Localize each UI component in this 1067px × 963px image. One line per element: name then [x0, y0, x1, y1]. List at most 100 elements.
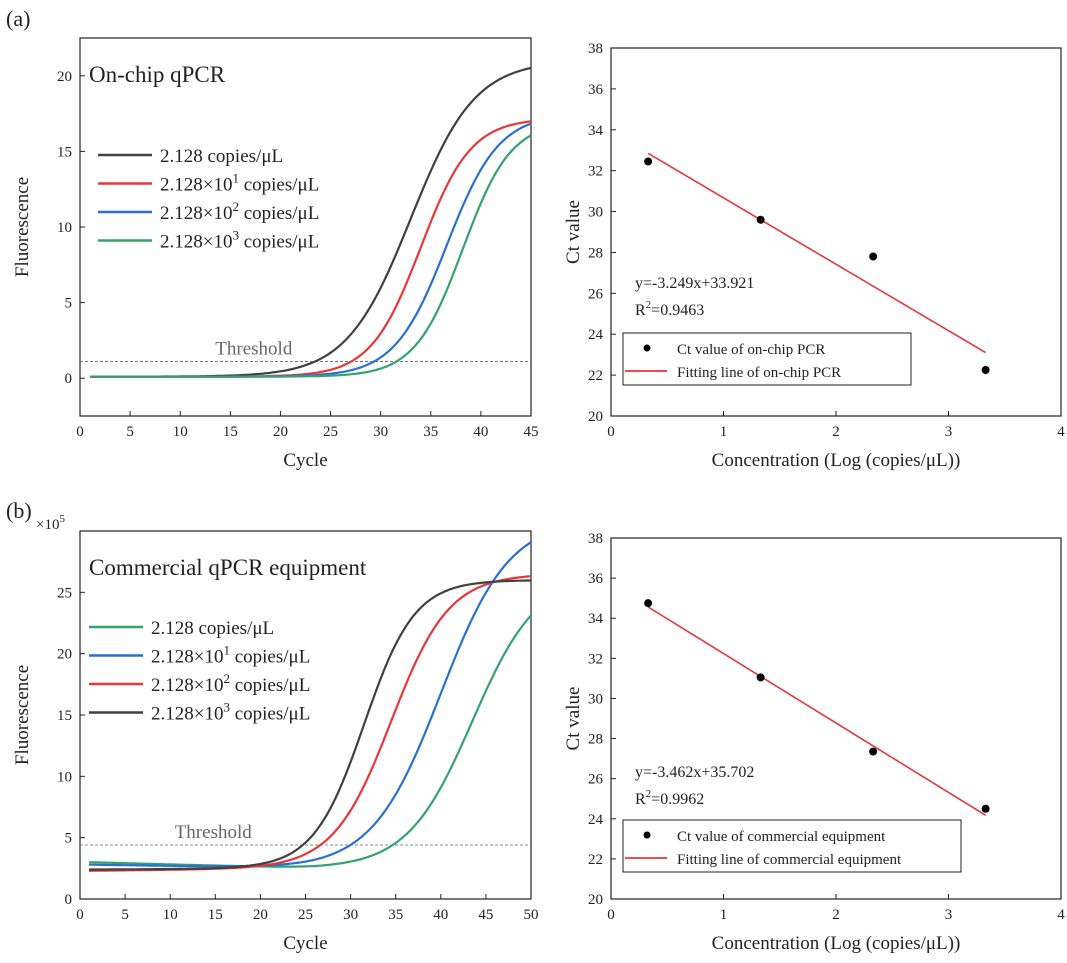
r-squared: R2=0.9962 [635, 788, 704, 808]
legend-unit: copies/μL [230, 675, 310, 696]
legend-label-3: 2.128×102 copies/μL [151, 671, 310, 696]
y-tick-label: 30 [588, 205, 603, 221]
legend-base: 2.128×10 [160, 175, 232, 196]
y-tick-label: 22 [588, 368, 603, 384]
legend-exp: 1 [223, 643, 230, 658]
chart-title: On-chip qPCR [89, 62, 226, 87]
y-tick-label: 10 [57, 769, 72, 785]
x-tick-label: 20 [253, 907, 268, 923]
r-squared-value: =0.9463 [651, 302, 704, 319]
legend-unit: copies/μL [230, 704, 310, 725]
r-squared-prefix: R [635, 791, 646, 808]
fit-line [647, 606, 987, 816]
data-point-1 [644, 157, 653, 166]
x-tick-label: 10 [163, 907, 178, 923]
x-tick-label: 30 [343, 907, 358, 923]
legend-base: 2.128×10 [160, 232, 232, 253]
x-tick-label: 2 [832, 907, 840, 923]
y-tick-label: 25 [57, 585, 72, 601]
x-tick-label: 45 [524, 424, 539, 440]
r-squared-sup: 2 [646, 299, 652, 311]
data-point-4 [981, 804, 990, 813]
y-tick-label: 5 [65, 831, 73, 847]
y-tick-label: 34 [588, 611, 604, 627]
legend-points-label: Ct value of on-chip PCR [677, 342, 825, 358]
x-tick-label: 0 [607, 424, 615, 440]
y-tick-label: 36 [588, 82, 604, 98]
y-tick-label: 24 [588, 327, 604, 343]
y-axis-label: Ct value [563, 200, 584, 264]
data-point-3 [869, 747, 878, 756]
legend-fit-label: Fitting line of on-chip PCR [677, 365, 841, 381]
y-tick-label: 36 [588, 571, 604, 587]
y-tick-label: 20 [588, 892, 603, 908]
data-point-2 [756, 215, 765, 224]
y-tick-label: 38 [588, 531, 603, 547]
x-tick-label: 35 [423, 424, 438, 440]
y-tick-label: 38 [588, 41, 603, 57]
x-tick-label: 25 [323, 424, 338, 440]
y-tick-label: 20 [588, 409, 603, 425]
r-squared-prefix: R [635, 302, 646, 319]
legend-label-4: 2.128×103 copies/μL [160, 228, 319, 253]
legend-exp: 1 [232, 171, 239, 186]
x-tick-label: 3 [945, 907, 953, 923]
legend-box [622, 332, 912, 386]
legend-base: 2.128 [160, 146, 203, 167]
threshold-label: Threshold [175, 822, 253, 843]
chart-b-left: 0 5 10 15 20 25 30 35 40 45 500510152025CycleFluor… [12, 513, 539, 954]
legend-base: 2.128×10 [151, 647, 223, 668]
x-tick-label: 4 [1057, 424, 1065, 440]
y-axis-label: Ct value [563, 687, 584, 751]
threshold-label: Threshold [215, 339, 293, 360]
legend-base: 2.128×10 [151, 704, 223, 725]
x-tick-label: 30 [373, 424, 388, 440]
series-line-2 [88, 541, 532, 868]
legend-fit-label: Fitting line of commercial equipment [677, 852, 902, 868]
series-line-4 [90, 134, 532, 378]
y-tick-label: 32 [588, 651, 603, 667]
x-tick-label: 3 [945, 424, 953, 440]
y-tick-label: 20 [57, 647, 72, 663]
legend-label-4: 2.128×103 copies/μL [151, 700, 310, 725]
fit-equation: y=-3.249x+33.921 [635, 275, 754, 292]
data-point-2 [756, 673, 765, 682]
legend-base: 2.128 [151, 618, 194, 639]
y-tick-label: 28 [588, 732, 603, 748]
x-tick-label: 10 [173, 424, 188, 440]
fit-equation: y=-3.462x+35.702 [635, 764, 754, 781]
y-tick-label: 0 [65, 371, 73, 387]
x-tick-label: 40 [473, 424, 488, 440]
legend-label-3: 2.128×102 copies/μL [160, 199, 319, 224]
plot-frame [79, 37, 532, 417]
x-tick-label: 15 [223, 424, 238, 440]
series-line-4 [88, 579, 531, 871]
y-axis-label: Fluorescence [12, 665, 33, 765]
x-tick-label: 1 [720, 424, 728, 440]
y-tick-label: 20 [57, 69, 72, 85]
data-point-1 [644, 599, 653, 608]
y-tick-label: 26 [588, 286, 604, 302]
y-multiplier-exp: 5 [59, 513, 65, 525]
x-tick-label: 0 [76, 907, 84, 923]
r-squared: R2=0.9463 [635, 299, 704, 319]
legend-unit: copies/μL [194, 618, 274, 639]
legend-unit: copies/μL [230, 647, 310, 668]
legend-exp: 2 [232, 199, 239, 214]
legend-points-label: Ct value of commercial equipment [677, 829, 886, 845]
y-tick-label: 5 [65, 296, 73, 312]
r-squared-value: =0.9962 [651, 791, 704, 808]
y-tick-label: 30 [588, 691, 603, 707]
x-tick-label: 4 [1057, 907, 1065, 923]
x-axis-label: Cycle [283, 933, 327, 954]
y-tick-label: 10 [57, 220, 72, 236]
x-tick-label: 2 [832, 424, 840, 440]
x-axis-label: Cycle [283, 450, 327, 471]
y-tick-label: 26 [588, 772, 604, 788]
legend-unit: copies/μL [239, 175, 319, 196]
x-axis-label: Concentration (Log (copies/μL)) [712, 933, 961, 954]
legend-base: 2.128×10 [160, 203, 232, 224]
legend-unit: copies/μL [203, 146, 283, 167]
x-tick-label: 25 [298, 907, 313, 923]
legend-label-2: 2.128×101 copies/μL [160, 171, 319, 196]
